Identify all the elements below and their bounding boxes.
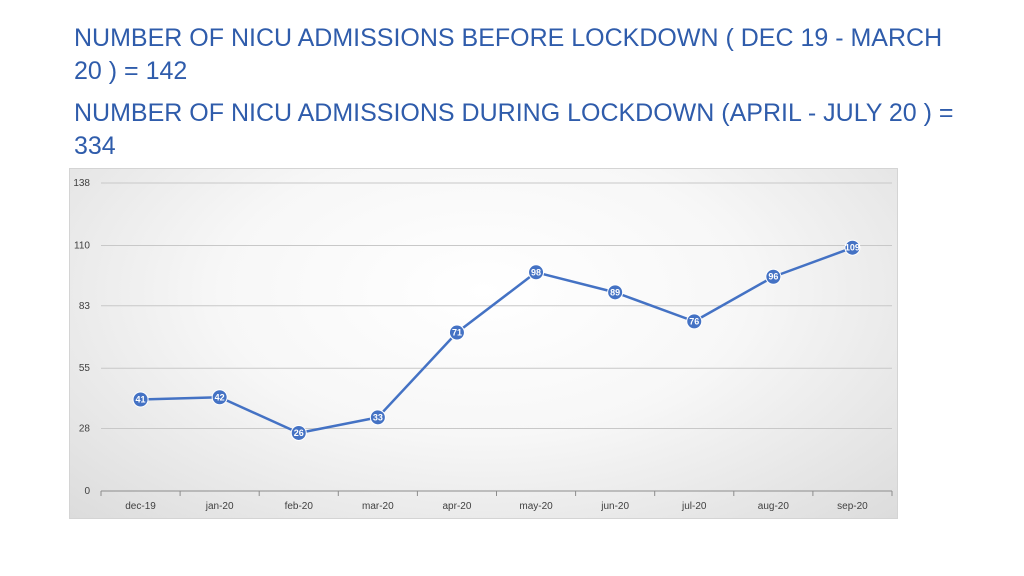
- data-point: [528, 264, 545, 281]
- data-label: 42: [215, 392, 225, 402]
- data-point: [844, 239, 861, 256]
- data-label: 33: [373, 412, 383, 422]
- data-label: 98: [531, 267, 541, 277]
- x-tick-label: feb-20: [285, 501, 314, 512]
- data-label: 89: [610, 287, 620, 297]
- heading-before-lockdown: NUMBER OF NICU ADMISSIONS BEFORE LOCKDOW…: [74, 24, 943, 85]
- data-point: [607, 284, 624, 301]
- data-label: 26: [294, 428, 304, 438]
- heading-during-lockdown: NUMBER OF NICU ADMISSIONS DURING LOCKDOW…: [74, 99, 954, 160]
- x-tick-label: may-20: [519, 501, 553, 512]
- line-chart: 0 28 55 83 110 138 dec-19 jan-20 feb-20 mar-20 apr…: [73, 178, 893, 512]
- x-tick-label: sep-20: [837, 501, 868, 512]
- x-tick-label: jul-20: [681, 501, 707, 512]
- series-line: [140, 246, 853, 435]
- data-label: 71: [452, 328, 462, 338]
- x-tick-label: apr-20: [442, 501, 471, 512]
- y-tick-label: 0: [84, 486, 90, 497]
- chart-panel: 0 28 55 83 110 138 dec-19 jan-20 feb-20 mar-20 apr…: [69, 168, 898, 519]
- x-tick-label: mar-20: [362, 501, 394, 512]
- y-tick-label: 55: [79, 363, 91, 374]
- data-point: [290, 424, 307, 441]
- x-tick-label: aug-20: [758, 501, 790, 512]
- y-tick-label: 83: [79, 301, 91, 312]
- data-point: [448, 324, 465, 341]
- y-tick-label: 28: [79, 424, 91, 435]
- x-tick-label: jun-20: [600, 501, 629, 512]
- data-label: 76: [689, 316, 699, 326]
- data-label: 109: [845, 243, 860, 253]
- x-tick-label: jan-20: [205, 501, 234, 512]
- y-tick-label: 138: [73, 178, 90, 189]
- data-label: 96: [768, 272, 778, 282]
- y-tick-label: 110: [74, 240, 90, 251]
- data-point: [211, 389, 228, 406]
- data-label: 41: [136, 394, 146, 404]
- x-tick-label: dec-19: [125, 501, 156, 512]
- data-point: [369, 409, 386, 426]
- data-point: [132, 391, 149, 408]
- data-point: [765, 268, 782, 285]
- data-point: [686, 313, 703, 330]
